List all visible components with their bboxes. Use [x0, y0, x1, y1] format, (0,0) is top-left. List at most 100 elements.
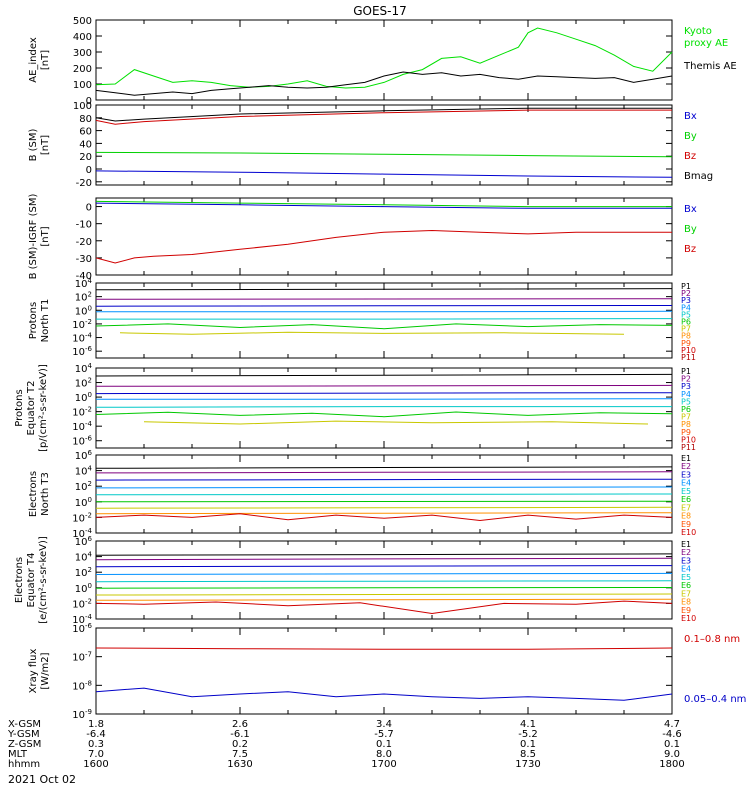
legend-entry: E2	[681, 462, 691, 471]
y-tick-label: 10-4	[72, 420, 92, 433]
y-tick-label: 10-9	[72, 708, 92, 721]
legend-entry: E2	[681, 548, 691, 557]
legend-entry: Bmag	[684, 171, 713, 182]
footer-value: 7.5	[232, 749, 248, 760]
legend-entry: E6	[681, 495, 691, 504]
legend-entry: Bx	[684, 111, 697, 122]
footer-value: 8.0	[376, 749, 392, 760]
y-axis-label: Electrons	[28, 471, 39, 517]
legend-entry: P8	[681, 420, 691, 429]
y-tick-label: 10-2	[72, 406, 92, 419]
legend-entry: By	[684, 131, 697, 142]
legend-entry: P4	[681, 390, 691, 399]
y-axis-label: [nT]	[40, 50, 51, 70]
series-line-0-05-0-4-nm	[95, 687, 673, 701]
series-line-bz	[95, 109, 672, 125]
series-line-p6	[95, 411, 673, 418]
legend-entry: E10	[681, 614, 696, 623]
legend-entry: P11	[681, 353, 696, 362]
footer-row-label: MLT	[8, 749, 28, 760]
legend-entry: E4	[681, 565, 691, 574]
series-line-p5	[96, 318, 673, 320]
y-axis-label: B (SM)	[28, 128, 39, 161]
legend-entry: E1	[681, 454, 691, 463]
series-line-e6	[95, 500, 673, 503]
footer-row-label: X-GSM	[8, 719, 41, 730]
legend-entry: E7	[681, 589, 691, 598]
footer-value: -5.2	[518, 729, 538, 740]
panel-3: -40 -30 -20 -10 0 B (SM)-IGRF (SM) [nT] Bx By Bz	[28, 194, 697, 282]
legend-entry: E8	[681, 512, 691, 521]
footer-value: 4.7	[664, 719, 680, 730]
y-axis-label: [W/m2]	[40, 652, 51, 689]
y-tick-label: 20	[79, 152, 92, 163]
series-line-e4	[95, 572, 673, 575]
series-line-bmag	[95, 107, 672, 122]
footer-value: 2.6	[232, 719, 248, 730]
footer-value: 1800	[659, 759, 684, 770]
footer-value: 0.1	[376, 739, 392, 750]
y-axis-label: Xray flux	[28, 649, 39, 694]
series-line-e1	[95, 466, 673, 469]
y-tick-label: 100	[73, 80, 92, 91]
y-axis-label: Equator T2	[26, 381, 37, 436]
y-axis-label: North T1	[40, 299, 51, 343]
legend-entry: P10	[681, 346, 696, 355]
legend-entry: E9	[681, 606, 691, 615]
series-line-p2	[95, 384, 673, 387]
legend-entry: P10	[681, 435, 696, 444]
series-line-by	[95, 200, 672, 208]
y-tick-label: 102	[75, 377, 92, 390]
legend-entry: E5	[681, 487, 691, 496]
legend-entry: P1	[681, 367, 691, 376]
series-line-e9	[95, 600, 673, 615]
series-line-e8	[95, 598, 673, 601]
y-axis-label: [e/(cm²-s-sr-keV)]	[38, 536, 49, 624]
panel-frame	[95, 367, 673, 449]
y-tick-label: 10-7	[72, 651, 92, 664]
y-tick-label: 10-4	[72, 527, 92, 540]
y-tick-label: 104	[75, 465, 93, 478]
legend-entry: P3	[681, 296, 691, 305]
y-axis-label: Equator T4	[26, 553, 37, 608]
series-line-e5	[95, 580, 673, 583]
y-tick-label: 10-4	[72, 613, 92, 626]
y-tick-label: 0	[86, 96, 92, 107]
footer-value: 0.1	[664, 739, 680, 750]
legend-entry: P6	[681, 318, 691, 327]
footer-value: 0.3	[88, 739, 104, 750]
legend-entry: Themis AE	[683, 61, 737, 72]
footer-value: 9.0	[664, 749, 680, 760]
legend-entry: E8	[681, 598, 691, 607]
legend-entry: Bx	[684, 204, 697, 215]
panel-frame	[95, 540, 673, 620]
footer-value: -6.1	[230, 729, 250, 740]
legend-entry: proxy AE	[684, 38, 728, 49]
legend-entry: 0.05–0.4 nm	[684, 694, 746, 705]
series-line-bx	[95, 202, 672, 209]
footer-value: 1630	[227, 759, 252, 770]
y-tick-label: 104	[75, 277, 93, 290]
footer-value: 4.1	[520, 719, 536, 730]
legend-entry: E9	[681, 520, 691, 529]
series-line-e7	[95, 593, 673, 596]
footer-value: 3.4	[376, 719, 392, 730]
footer-row-label: hhmm	[8, 759, 40, 770]
series-line-e9	[95, 513, 673, 522]
legend-entry: P3	[681, 382, 691, 391]
series-line-e7	[95, 506, 673, 509]
footer-value: 0.1	[520, 739, 536, 750]
legend-entry: By	[684, 224, 697, 235]
series-line-themis-ae	[95, 71, 673, 96]
date-label: 2021 Oct 02	[8, 773, 76, 786]
y-tick-label: 10-2	[72, 511, 92, 524]
footer-value: 0.2	[232, 739, 248, 750]
series-line-p7	[119, 331, 625, 335]
y-tick-label: 10-6	[72, 435, 92, 448]
legend-entry: P1	[681, 282, 691, 291]
series-line-kyoto-proxy-ae	[95, 27, 673, 89]
